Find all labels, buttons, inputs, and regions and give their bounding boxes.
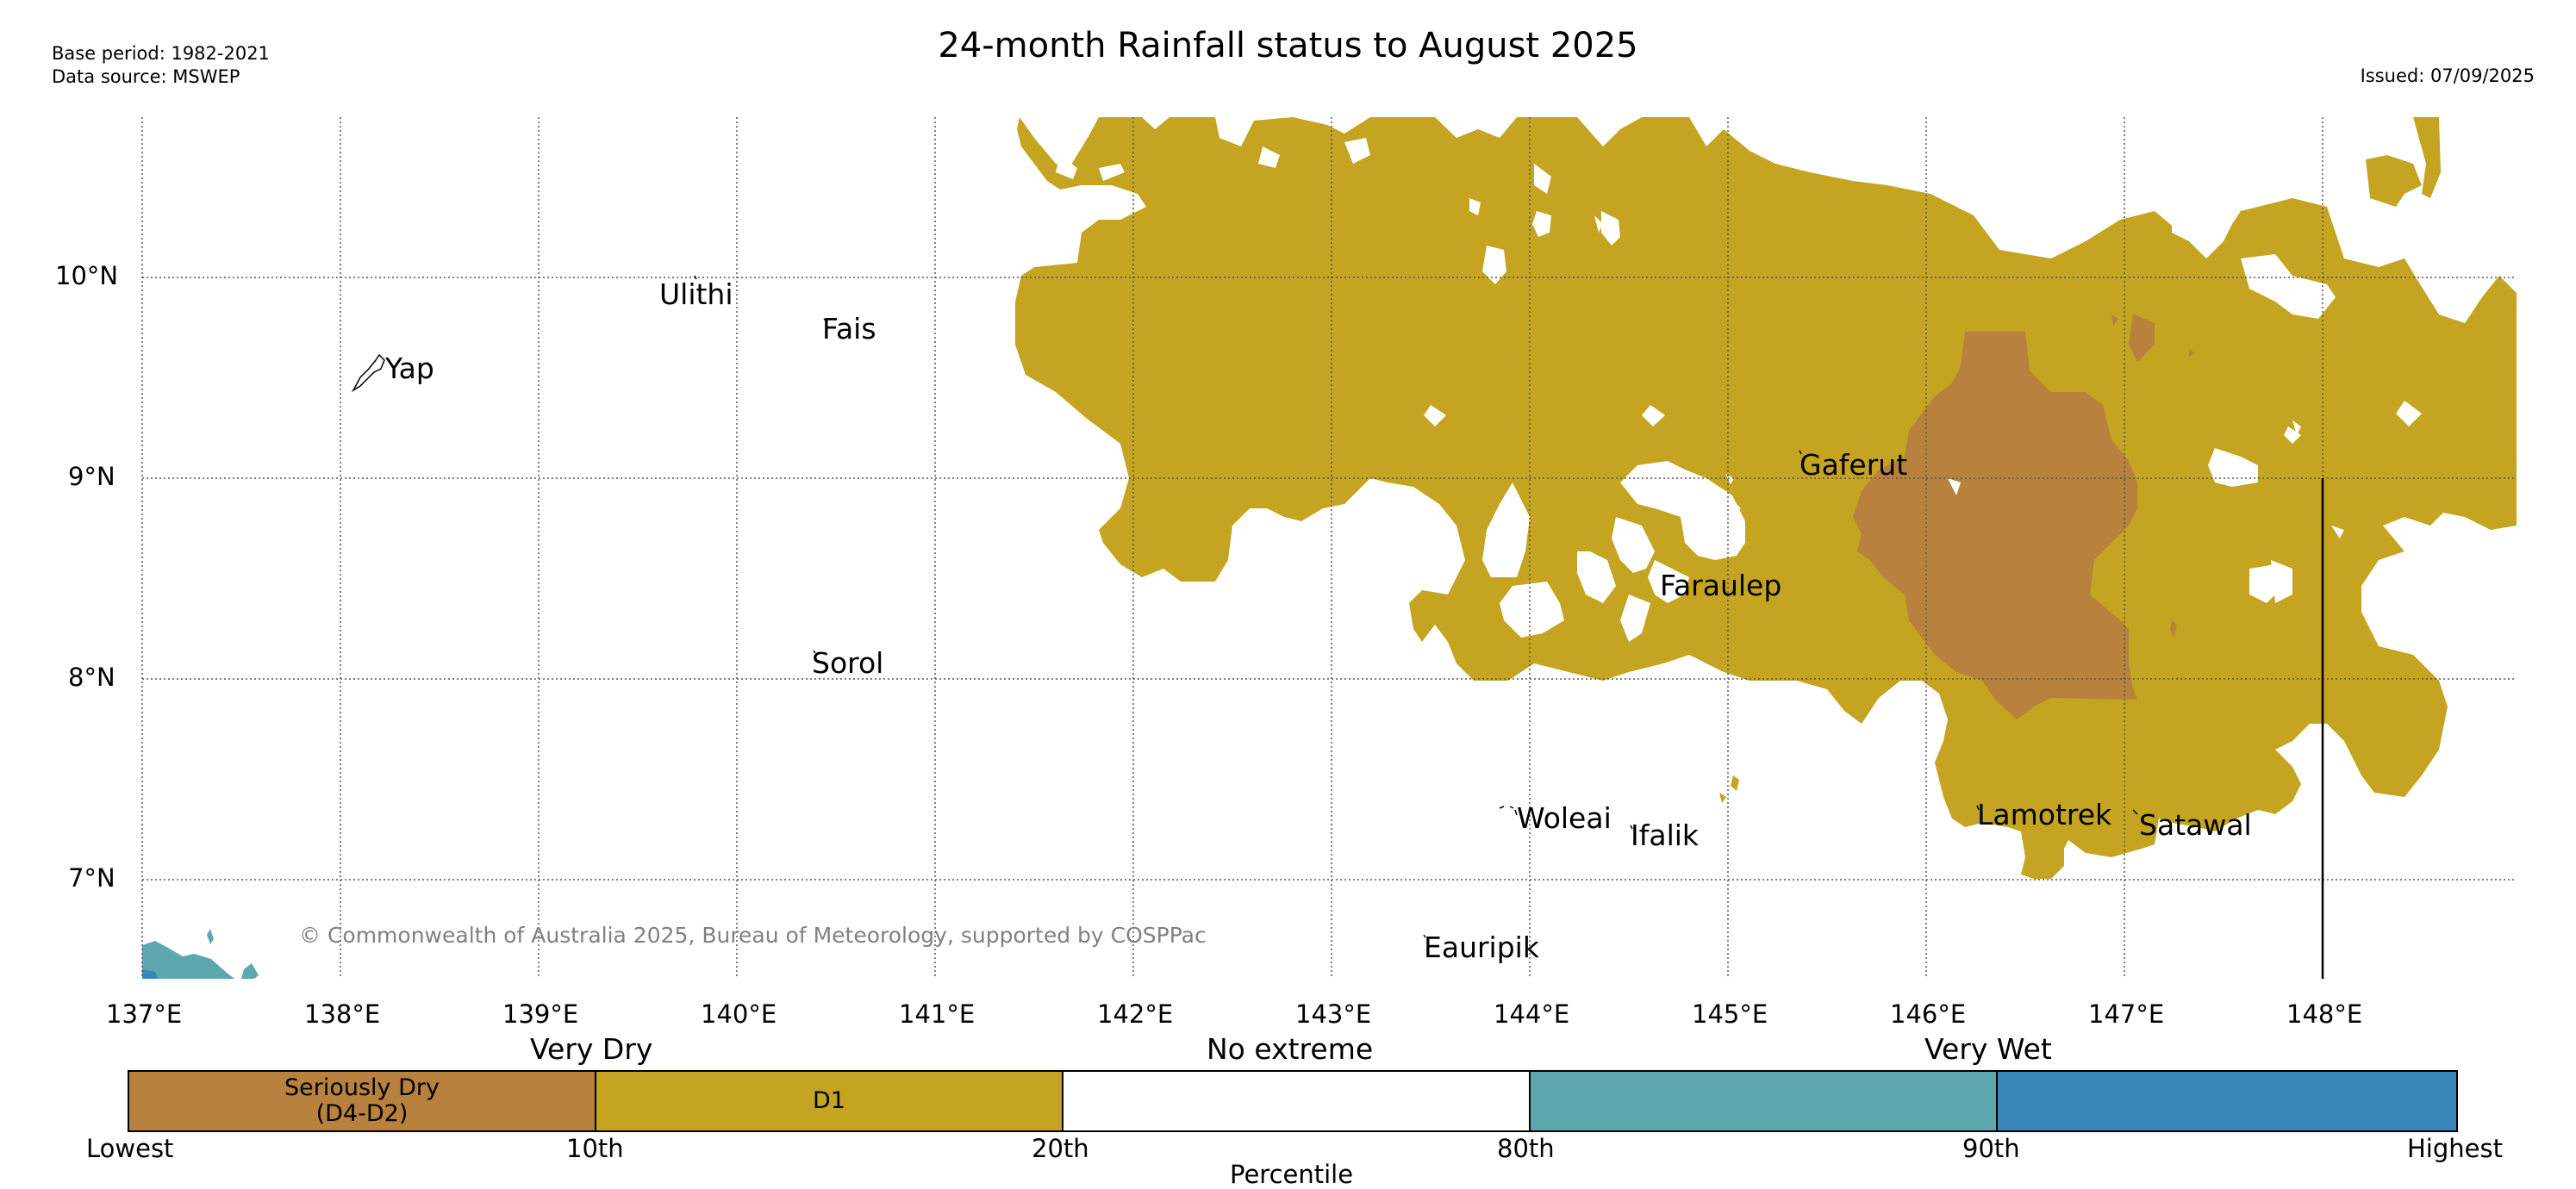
place-label-yap: Yap	[385, 352, 434, 385]
lon-tick: 139°E	[502, 999, 579, 1029]
place-label-ulithi: Ulithi	[659, 277, 733, 311]
place-label-faraulep: Faraulep	[1660, 569, 1782, 602]
yap-island-outline	[352, 353, 385, 393]
legend-box-wet	[1531, 1072, 1998, 1130]
lon-tick: 146°E	[1890, 999, 1967, 1029]
lon-tick: 143°E	[1295, 999, 1372, 1029]
legend-category-very-wet: Very Wet	[1924, 1032, 2052, 1066]
place-label-gaferut: Gaferut	[1799, 448, 1908, 482]
legend-tick-20th: 20th	[1032, 1134, 1089, 1163]
place-label-ifalik: Ifalik	[1631, 819, 1700, 852]
legend-category-very-dry: Very Dry	[530, 1032, 653, 1066]
lon-tick: 138°E	[304, 999, 381, 1029]
lon-tick: 141°E	[899, 999, 976, 1029]
legend-tick-90th: 90th	[1962, 1134, 2020, 1163]
place-label-lamotrek: Lamotrek	[1977, 798, 2112, 831]
graticule	[141, 117, 2517, 979]
seriously-dry-region	[1853, 314, 2194, 719]
very-wet-patch	[142, 969, 158, 979]
map-title: 24-month Rainfall status to August 2025	[938, 26, 1638, 65]
legend-box-seriously-dry: Seriously Dry (D4-D2)	[129, 1072, 596, 1130]
issued-date: Issued: 07/09/2025	[2360, 65, 2535, 86]
legend-box-very-wet	[1998, 1072, 2456, 1130]
lon-tick: 142°E	[1097, 999, 1174, 1029]
lat-tick: 8°N	[68, 663, 115, 692]
lon-tick: 140°E	[701, 999, 777, 1029]
lon-tick: 144°E	[1494, 999, 1570, 1029]
lon-tick: 147°E	[2088, 999, 2165, 1029]
legend-tick-80th: 80th	[1497, 1134, 1555, 1163]
lat-tick: 10°N	[55, 261, 119, 290]
lon-tick: 148°E	[2286, 999, 2363, 1029]
copyright-notice: © Commonwealth of Australia 2025, Bureau…	[299, 923, 1207, 948]
legend-axis-title: Percentile	[1230, 1160, 1354, 1189]
wet-region	[142, 929, 259, 979]
lat-tick: 9°N	[68, 462, 115, 491]
base-period: Base period: 1982-2021	[52, 43, 270, 64]
place-label-sorol: Sorol	[812, 646, 884, 680]
lon-tick: 137°E	[106, 999, 183, 1029]
legend-box-label: D1	[813, 1087, 845, 1114]
data-source: Data source: MSWEP	[52, 66, 240, 87]
legend-tick-lowest: Lowest	[86, 1134, 174, 1163]
islands	[352, 275, 2138, 938]
lat-tick: 7°N	[68, 863, 115, 893]
place-label-satawal: Satawal	[2139, 808, 2252, 842]
legend-colorbar: Seriously Dry (D4-D2) D1	[128, 1070, 2458, 1132]
legend-category-no-extreme: No extreme	[1207, 1032, 1374, 1066]
legend-tick-highest: Highest	[2407, 1134, 2503, 1163]
no-extreme-holes	[1056, 138, 2439, 642]
legend-box-d1: D1	[596, 1072, 1063, 1130]
rainfall-regions	[142, 117, 2517, 979]
legend-box-label: Seriously Dry	[284, 1074, 440, 1101]
lon-tick: 145°E	[1692, 999, 1768, 1029]
legend-box-no-extreme	[1063, 1072, 1531, 1130]
place-label-fais: Fais	[822, 312, 876, 345]
d1-region	[1015, 117, 2517, 879]
place-label-woleai: Woleai	[1517, 801, 1612, 835]
legend-tick-10th: 10th	[566, 1134, 624, 1163]
legend-box-label: (D4-D2)	[315, 1100, 409, 1127]
place-label-eauripik: Eauripik	[1424, 931, 1539, 964]
